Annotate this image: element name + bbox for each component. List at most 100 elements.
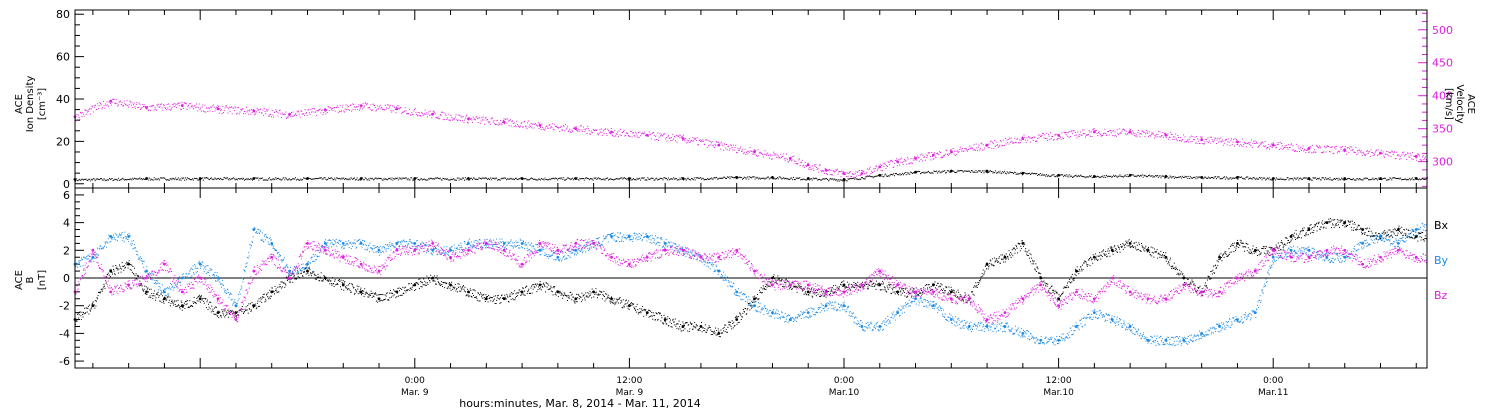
bx-sample — [233, 317, 235, 319]
density-sample — [261, 177, 263, 179]
bx-sample — [506, 293, 508, 295]
density-sample — [1106, 176, 1108, 178]
velocity-sample — [1187, 139, 1189, 141]
velocity-sample — [472, 116, 474, 118]
velocity-sample — [764, 150, 766, 152]
density-sample — [1259, 177, 1261, 179]
bx-sample — [277, 291, 279, 293]
velocity-sample — [457, 114, 459, 116]
bx-sample — [555, 294, 557, 296]
density-sample — [1054, 175, 1056, 177]
density-sample — [525, 178, 527, 180]
bx-sample — [86, 311, 88, 313]
density-sample — [1035, 173, 1037, 175]
bx-sample — [481, 296, 483, 298]
density-sample — [708, 178, 710, 180]
density-sample — [747, 176, 749, 178]
velocity-sample — [503, 118, 505, 120]
bx-sample — [660, 320, 662, 322]
bx-sample — [675, 325, 677, 327]
velocity-sample — [83, 115, 85, 117]
density-sample — [1388, 179, 1390, 181]
bx-sample — [508, 301, 510, 303]
velocity-sample — [652, 132, 654, 134]
density-sample — [1052, 174, 1054, 176]
velocity-point — [502, 120, 506, 124]
velocity-sample — [598, 132, 600, 134]
velocity-sample — [365, 102, 367, 104]
velocity-sample — [336, 107, 338, 109]
density-sample — [582, 178, 584, 180]
density-sample — [256, 178, 258, 180]
velocity-sample — [831, 174, 833, 176]
density-sample — [268, 178, 270, 180]
velocity-sample — [1163, 133, 1165, 135]
velocity-sample — [1072, 130, 1074, 132]
density-sample — [689, 179, 691, 181]
velocity-sample — [1036, 141, 1038, 143]
density-sample — [437, 177, 439, 179]
velocity-sample — [909, 163, 911, 165]
density-sample — [1113, 174, 1115, 176]
density-sample — [565, 179, 567, 181]
density-sample — [695, 177, 697, 179]
velocity-sample — [816, 168, 818, 170]
bx-sample — [122, 265, 124, 267]
velocity-sample — [361, 105, 363, 107]
density-sample — [358, 179, 360, 181]
bx-sample — [136, 274, 138, 276]
velocity-sample — [675, 135, 677, 137]
velocity-sample — [610, 133, 612, 135]
density-sample — [832, 178, 834, 180]
density-sample — [771, 177, 773, 179]
bx-sample — [224, 316, 226, 318]
bx-sample — [301, 270, 303, 272]
velocity-sample — [627, 133, 629, 135]
density-sample — [1218, 176, 1220, 178]
density-sample — [952, 170, 954, 172]
density-sample — [1332, 179, 1334, 181]
bx-sample — [629, 304, 631, 306]
density-sample — [131, 179, 133, 181]
bx-sample — [396, 292, 398, 294]
density-sample — [1352, 178, 1354, 180]
bx-sample — [393, 289, 395, 291]
density-sample — [1017, 173, 1019, 175]
density-sample — [514, 179, 516, 181]
bx-sample — [474, 290, 476, 292]
bx-sample — [186, 303, 188, 305]
velocity-sample — [124, 102, 126, 104]
density-sample — [1095, 176, 1097, 178]
velocity-sample — [633, 134, 635, 136]
density-sample — [722, 177, 724, 179]
velocity-sample — [1208, 140, 1210, 142]
density-sample — [364, 177, 366, 179]
density-sample — [329, 177, 331, 179]
velocity-sample — [1406, 158, 1408, 160]
velocity-sample — [1139, 136, 1141, 138]
velocity-sample — [1084, 132, 1086, 134]
bx-sample — [517, 292, 519, 294]
density-sample — [674, 178, 676, 180]
bx-sample — [496, 299, 498, 301]
velocity-sample — [544, 129, 546, 131]
velocity-sample — [263, 114, 265, 116]
bx-sample — [146, 293, 148, 295]
velocity-sample — [1203, 143, 1205, 145]
velocity-sample — [905, 160, 907, 162]
density-sample — [791, 177, 793, 179]
bx-sample — [176, 305, 178, 307]
density-sample — [130, 178, 132, 180]
velocity-sample — [670, 140, 672, 142]
bx-sample — [144, 285, 146, 287]
bx-sample — [474, 297, 476, 299]
density-sample — [188, 178, 190, 180]
bx-sample — [682, 329, 684, 331]
bx-sample — [542, 286, 544, 288]
density-sample — [1391, 179, 1393, 181]
density-sample — [889, 174, 891, 176]
bx-sample — [558, 292, 560, 294]
density-sample — [311, 178, 313, 180]
bx-sample — [416, 282, 418, 284]
velocity-sample — [96, 108, 98, 110]
